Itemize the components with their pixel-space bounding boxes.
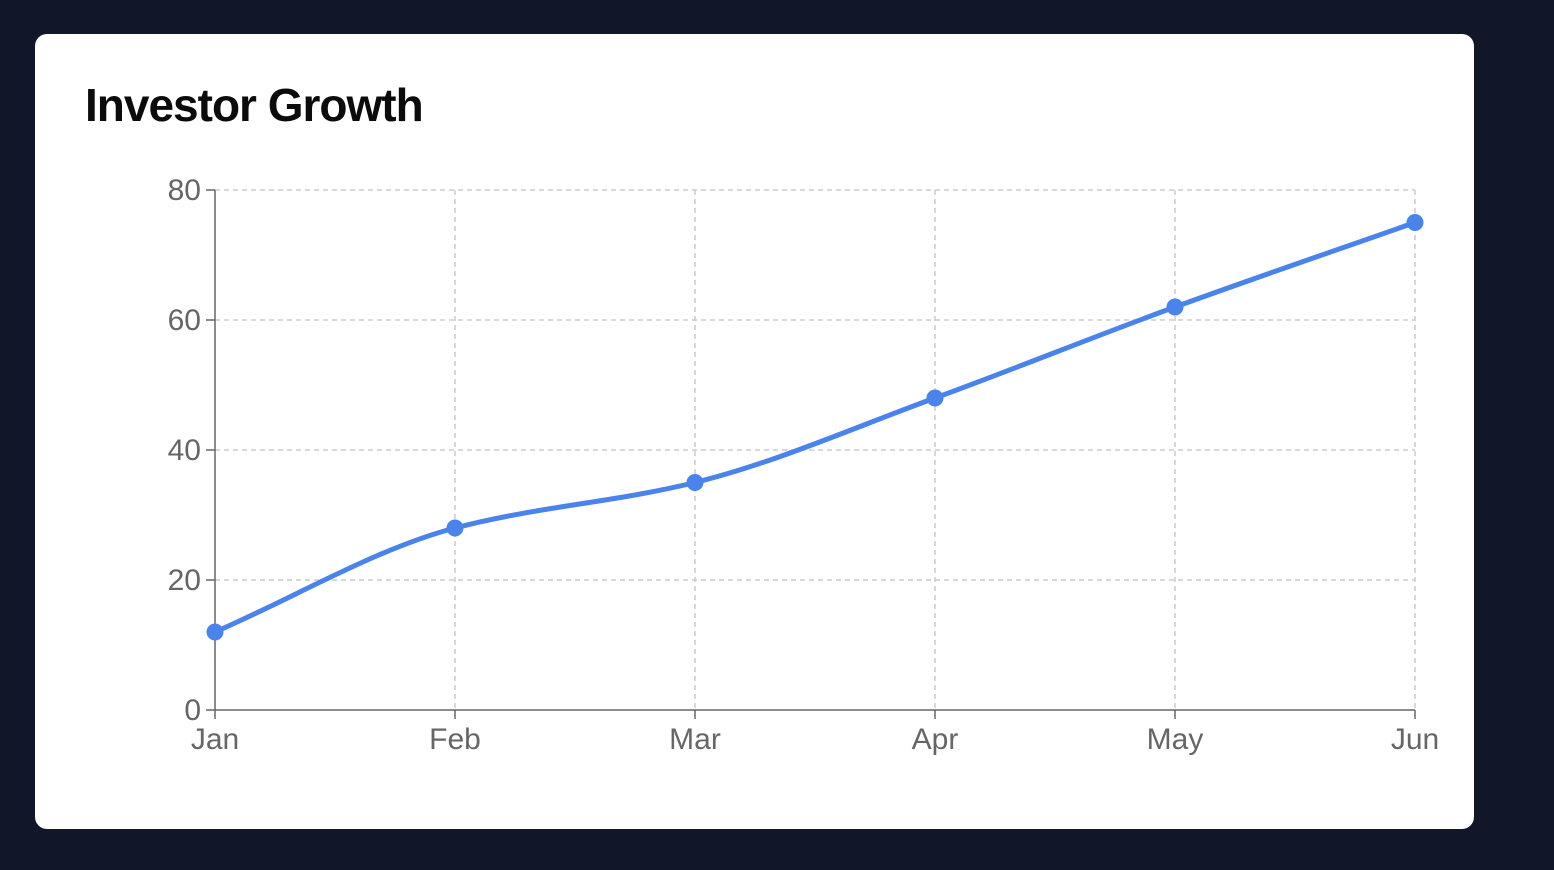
data-point[interactable]: [686, 474, 704, 491]
x-tick-label: Apr: [912, 723, 959, 756]
x-tick-label: Jun: [1391, 723, 1439, 756]
data-point[interactable]: [1166, 298, 1184, 316]
data-point[interactable]: [926, 389, 944, 407]
series: [206, 214, 1424, 641]
chart-card: Investor Growth: [35, 34, 1474, 829]
x-tick-label: Jan: [191, 723, 239, 756]
x-tick-label: Mar: [669, 723, 721, 756]
y-tick-label: 20: [168, 564, 201, 597]
x-tick-label: May: [1147, 723, 1204, 756]
data-point[interactable]: [206, 623, 224, 641]
y-tick-label: 80: [168, 174, 201, 207]
tick-labels: 0 20 40 60 80 Jan Feb Mar Apr May Jun: [168, 174, 1440, 756]
axes: [206, 189, 1416, 719]
chart-title: Investor Growth: [85, 79, 424, 131]
y-tick-label: 0: [184, 694, 201, 727]
data-point[interactable]: [446, 519, 464, 537]
y-tick-label: 60: [168, 304, 201, 337]
data-point[interactable]: [1406, 214, 1424, 231]
grid-lines: [215, 189, 1416, 710]
y-tick-label: 40: [168, 434, 201, 467]
x-tick-label: Feb: [429, 723, 481, 756]
series-line: [212, 220, 1418, 635]
